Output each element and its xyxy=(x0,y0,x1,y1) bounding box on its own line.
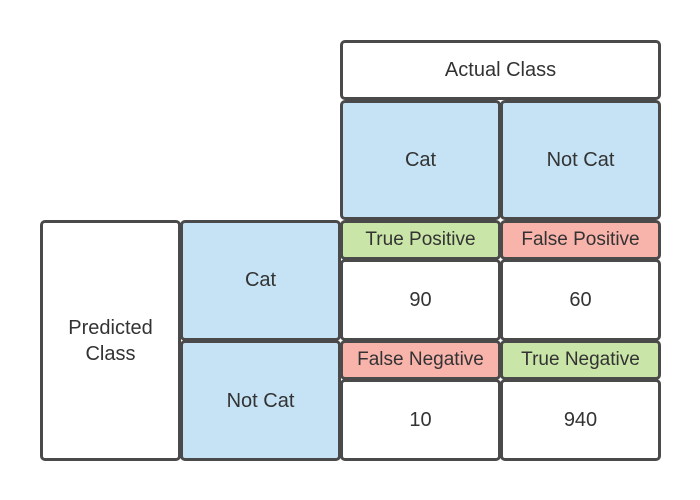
actual-class-header: Actual Class xyxy=(340,40,661,100)
true-positive-label: True Positive xyxy=(340,220,501,260)
predicted-not-cat-header: Not Cat xyxy=(180,340,341,461)
false-negative-label: False Negative xyxy=(340,340,501,380)
actual-cat-header: Cat xyxy=(340,100,501,220)
false-positive-value: 60 xyxy=(500,259,661,341)
false-positive-label: False Positive xyxy=(500,220,661,260)
true-negative-label: True Negative xyxy=(500,340,661,380)
predicted-cat-header: Cat xyxy=(180,220,341,341)
actual-not-cat-header: Not Cat xyxy=(500,100,661,220)
predicted-class-header: Predicted Class xyxy=(40,220,181,461)
false-negative-value: 10 xyxy=(340,379,501,461)
true-positive-value: 90 xyxy=(340,259,501,341)
true-negative-value: 940 xyxy=(500,379,661,461)
